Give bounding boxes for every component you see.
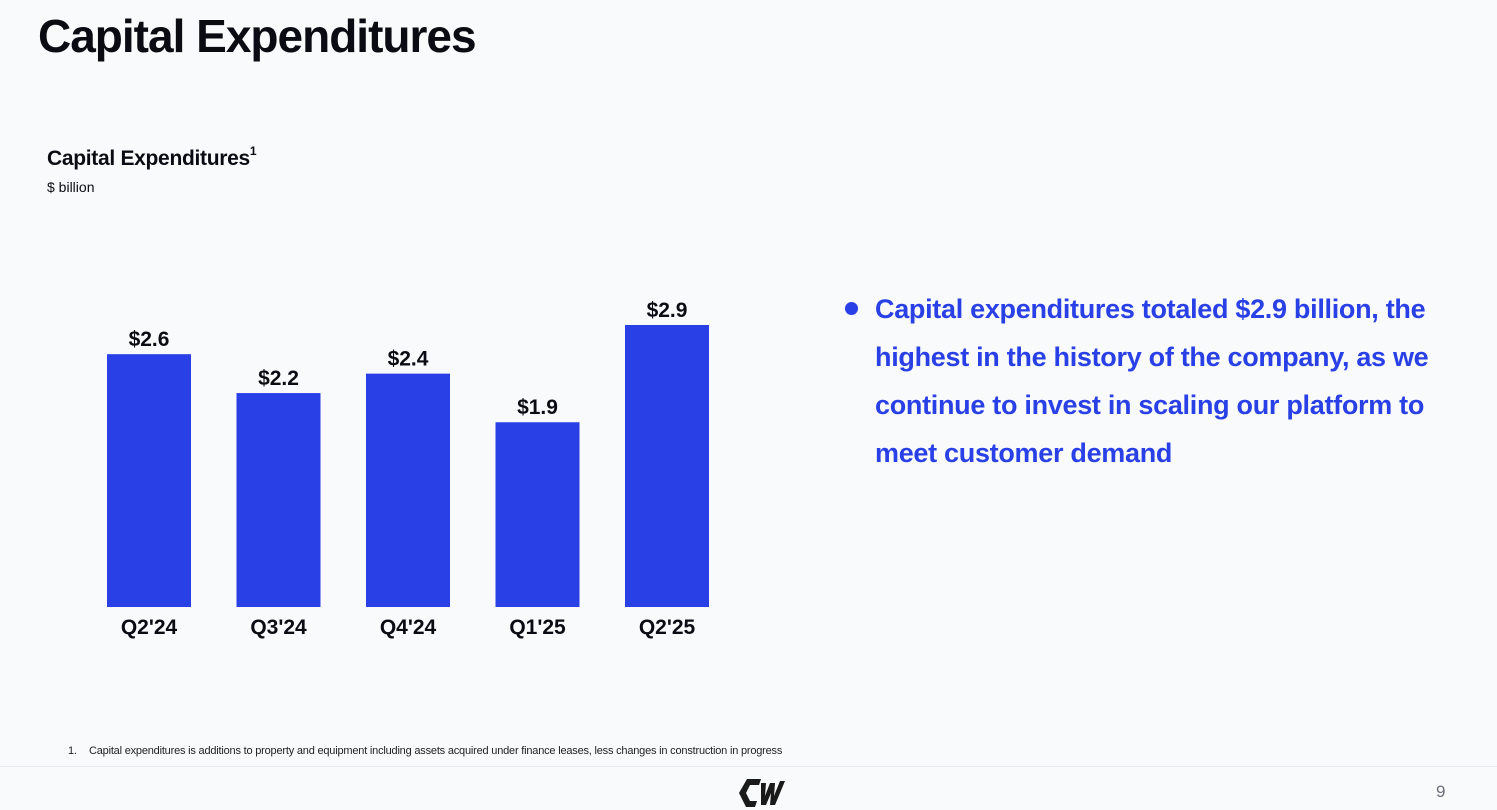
page-title: Capital Expenditures bbox=[38, 10, 477, 62]
x-tick-label: Q2'25 bbox=[639, 616, 696, 639]
data-label: $2.4 bbox=[388, 348, 429, 371]
chart-title: Capital Expenditures1 bbox=[47, 144, 257, 171]
data-label: $2.6 bbox=[129, 328, 170, 351]
bullet-text: Capital expenditures totaled $2.9 billio… bbox=[875, 294, 1429, 468]
bar-Q3-24 bbox=[236, 393, 321, 607]
x-tick-label: Q2'24 bbox=[121, 616, 178, 639]
footer-divider bbox=[0, 766, 1497, 767]
page-number: 9 bbox=[1436, 782, 1446, 801]
footnote-marker: 1 bbox=[249, 144, 257, 158]
x-tick-label: Q4'24 bbox=[380, 616, 437, 639]
bar-Q4-24 bbox=[366, 373, 450, 607]
bar-Q2-24 bbox=[107, 354, 191, 607]
footnote-text: Capital expenditures is additions to pro… bbox=[89, 745, 783, 757]
data-label: $2.9 bbox=[647, 299, 688, 322]
data-label: $1.9 bbox=[517, 396, 558, 419]
x-tick-label: Q3'24 bbox=[250, 616, 307, 639]
footnote-number: 1. bbox=[68, 745, 77, 757]
x-tick-label: Q1'25 bbox=[509, 616, 566, 639]
chart-title-text: Capital Expenditures bbox=[47, 147, 250, 170]
company-logo-icon bbox=[739, 779, 785, 807]
data-label: $2.2 bbox=[258, 367, 299, 390]
footnote: 1. Capital expenditures is additions to p… bbox=[68, 745, 782, 757]
chart-unit: $ billion bbox=[47, 179, 95, 195]
bar-Q2-25 bbox=[625, 325, 709, 607]
bullet-dot-icon bbox=[845, 302, 858, 315]
bullet-list: Capital expenditures totaled $2.9 billio… bbox=[845, 285, 1465, 477]
bar-Q1-25 bbox=[495, 422, 580, 607]
bar-chart: $2.6 Q2'24 $2.2 Q3'24 $2.4 Q4'24 $1.9 Q1'25 $2.9… bbox=[107, 299, 709, 639]
